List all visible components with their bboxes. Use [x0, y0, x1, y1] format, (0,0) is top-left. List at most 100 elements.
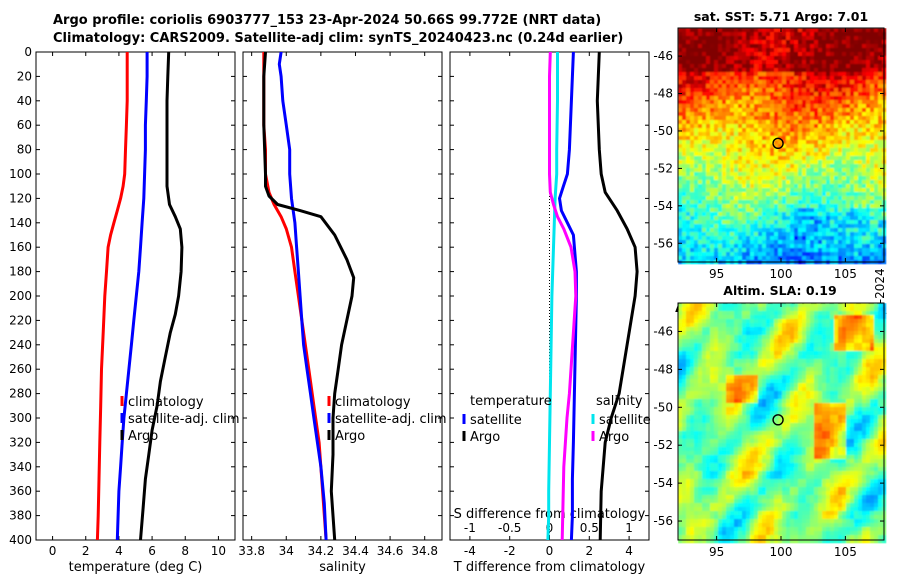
map-cell [682, 88, 687, 93]
map-cell [814, 252, 819, 257]
map-cell [778, 164, 783, 169]
map-cell [790, 387, 795, 392]
map-cell [738, 184, 743, 189]
map-cell [726, 100, 731, 105]
map-cell [790, 439, 795, 444]
map-cell [850, 415, 855, 420]
map-cell [690, 124, 695, 129]
map-cell [818, 240, 823, 245]
map-cell [826, 132, 831, 137]
map-cell [874, 44, 879, 49]
map-cell [874, 236, 879, 241]
map-cell [810, 168, 815, 173]
map-cell [778, 144, 783, 149]
map-cell [798, 443, 803, 448]
map-cell [778, 256, 783, 261]
map-cell [806, 351, 811, 356]
map-cell [710, 427, 715, 432]
map-cell [866, 56, 871, 61]
map-cell [770, 160, 775, 165]
map-cell [782, 108, 787, 113]
map-cell [750, 172, 755, 177]
map-cell [686, 216, 691, 221]
map-cell [754, 415, 759, 420]
map-cell [806, 212, 811, 217]
map-cell [834, 327, 839, 332]
map-cell [702, 232, 707, 237]
map-cell [846, 379, 851, 384]
map-cell [794, 220, 799, 225]
map-cell [834, 32, 839, 37]
map-cell [846, 212, 851, 217]
map-cell [770, 64, 775, 69]
map-cell [682, 164, 687, 169]
map-cell [682, 228, 687, 233]
map-cell [842, 339, 847, 344]
map-cell [834, 196, 839, 201]
map-cell [810, 224, 815, 229]
map-cell [762, 391, 767, 396]
map-cell [774, 363, 779, 368]
map-cell [722, 224, 727, 229]
map-cell [822, 228, 827, 233]
map-cell [794, 100, 799, 105]
map-cell [746, 204, 751, 209]
map-cell [786, 140, 791, 145]
map-cell [714, 32, 719, 37]
map-cell [838, 128, 843, 133]
map-cell [802, 383, 807, 388]
map-cell [738, 172, 743, 177]
map-cell [726, 64, 731, 69]
map-cell [686, 256, 691, 261]
map-cell [770, 72, 775, 77]
map-cell [782, 176, 787, 181]
map-cell [710, 176, 715, 181]
map-cell [678, 347, 683, 352]
map-cell [770, 335, 775, 340]
map-cell [694, 443, 699, 448]
map-cell [686, 40, 691, 45]
map-cell [866, 76, 871, 81]
map-cell [838, 120, 843, 125]
map-cell [762, 68, 767, 73]
map-cell [846, 228, 851, 233]
map-cell [690, 44, 695, 49]
map-cell [682, 216, 687, 221]
map-cell [822, 48, 827, 53]
map-cell [802, 208, 807, 213]
map-cell [730, 395, 735, 400]
map-cell [846, 208, 851, 213]
map-cell [762, 375, 767, 380]
map-cell [734, 359, 739, 364]
map-cell [802, 315, 807, 320]
map-cell [706, 196, 711, 201]
map-cell [790, 379, 795, 384]
map-cell [834, 371, 839, 376]
map-cell [834, 76, 839, 81]
map-cell [822, 443, 827, 448]
map-cell [802, 311, 807, 316]
map-cell [750, 136, 755, 141]
map-cell [826, 172, 831, 177]
map-cell [790, 383, 795, 388]
map-cell [794, 427, 799, 432]
map-cell [802, 212, 807, 217]
map-cell [850, 140, 855, 145]
map-cell [726, 335, 731, 340]
map-cell [878, 196, 883, 201]
map-cell [838, 52, 843, 57]
map-cell [826, 120, 831, 125]
map-cell [814, 40, 819, 45]
map-cell [794, 28, 799, 33]
map-cell [814, 216, 819, 221]
map-cell [734, 391, 739, 396]
map-cell [694, 124, 699, 129]
map-cell [738, 136, 743, 141]
map-cell [862, 411, 867, 416]
map-cell [678, 359, 683, 364]
map-cell [794, 124, 799, 129]
map-cell [810, 387, 815, 392]
map-cell [734, 383, 739, 388]
map-cell [682, 351, 687, 356]
map-cell [814, 311, 819, 316]
